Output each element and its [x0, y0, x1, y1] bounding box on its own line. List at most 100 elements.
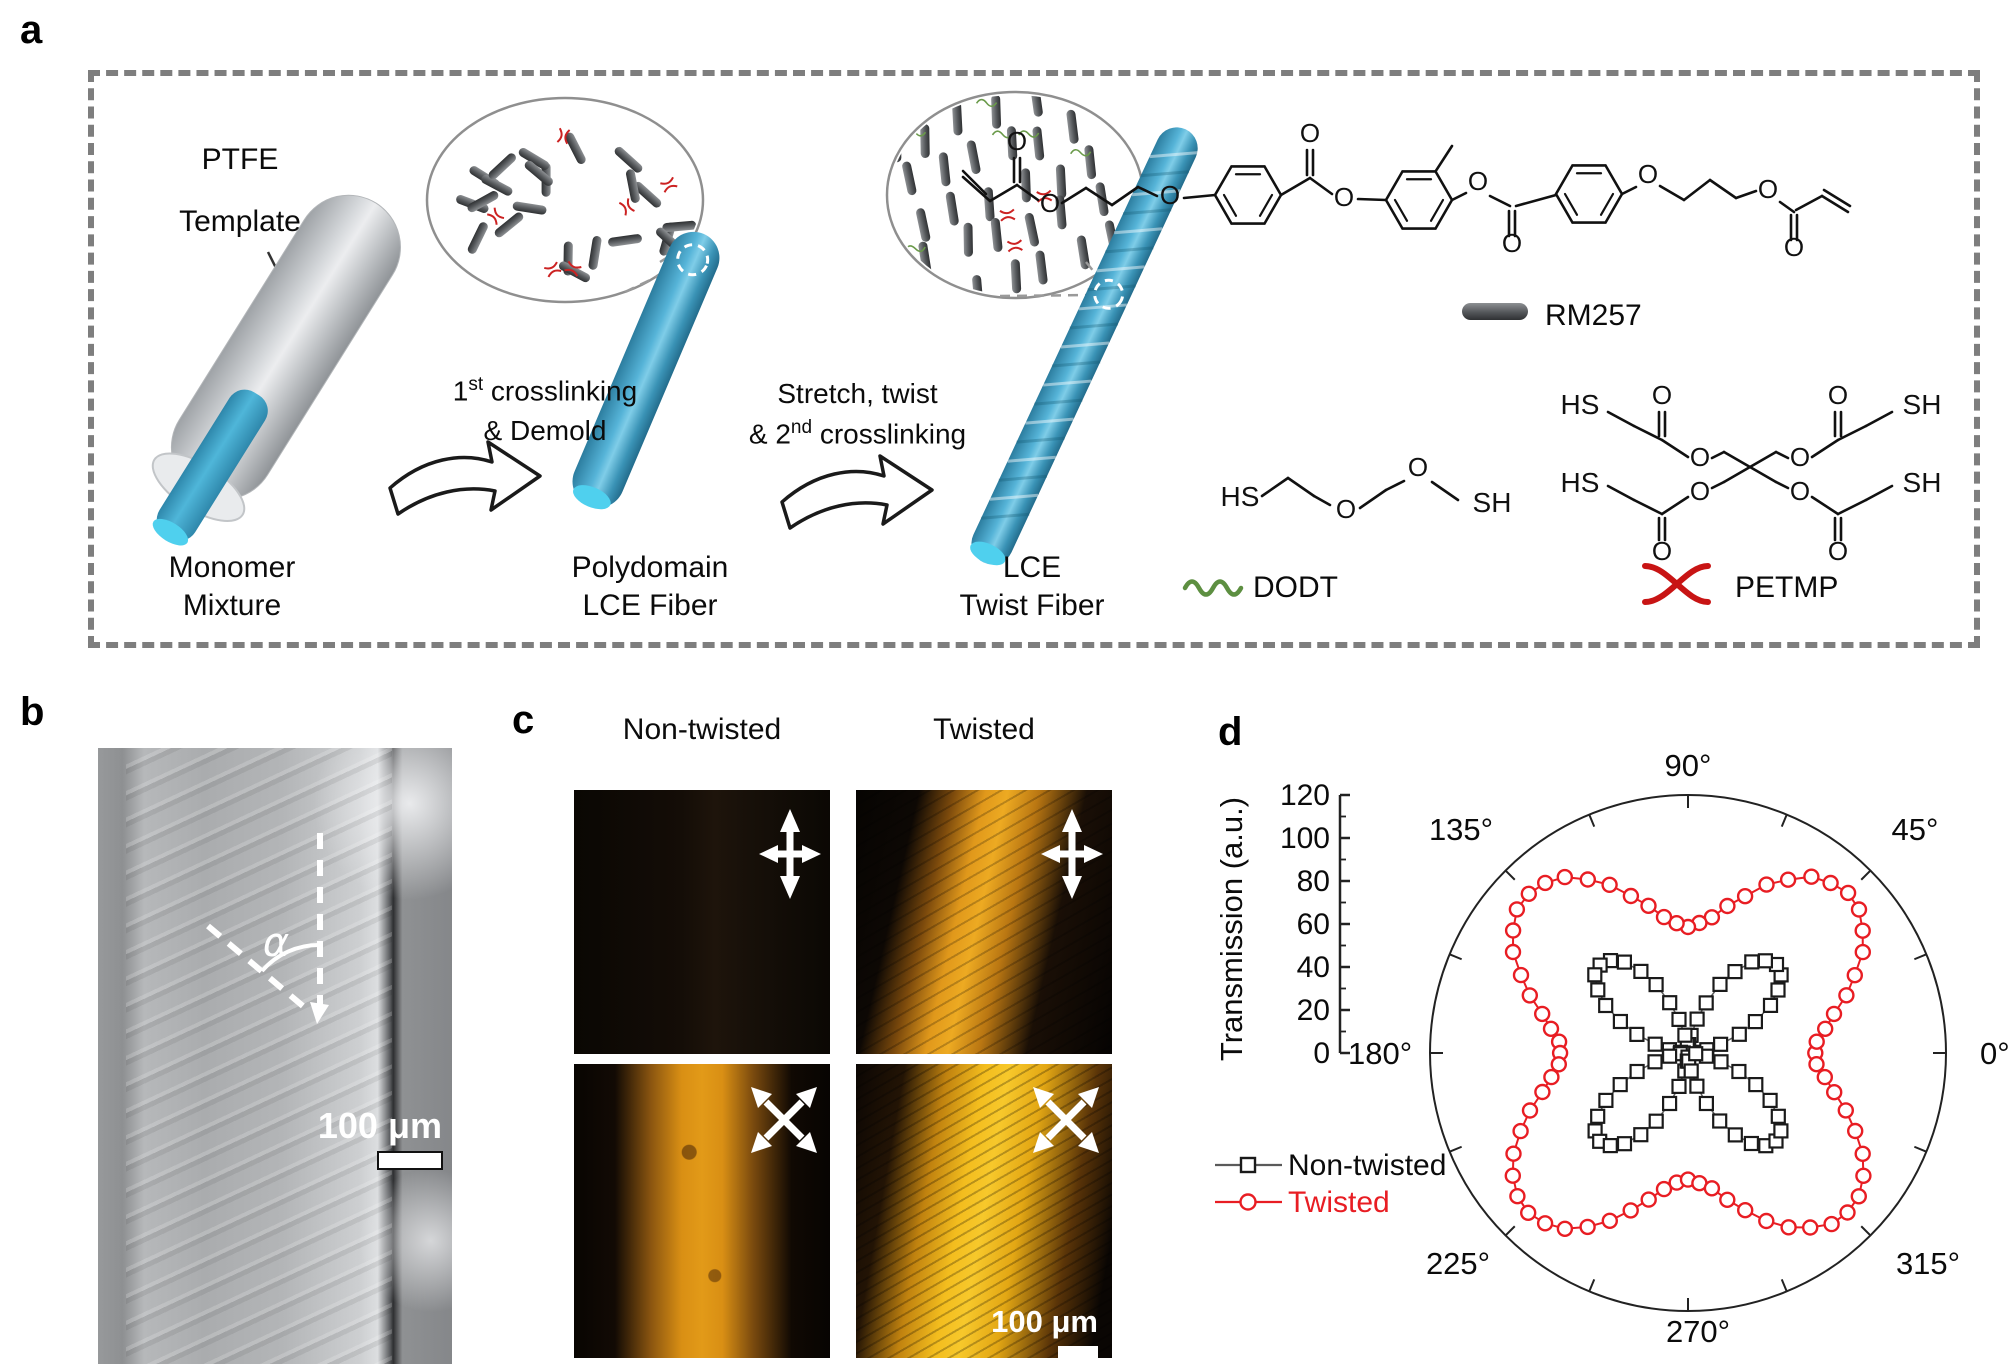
dodt-link-mark: [1018, 130, 1040, 138]
pom-scalebar: [1058, 1346, 1098, 1358]
polar-angle-tick: [1504, 869, 1516, 881]
polar-marker-circle: [1826, 1084, 1843, 1101]
angle-label: 225°: [1426, 1246, 1490, 1281]
step2-post: crosslinking: [812, 418, 967, 450]
polar-marker-square: [1698, 1095, 1715, 1112]
mesogen-rod: [1066, 109, 1079, 144]
polar-marker-square: [1747, 1014, 1764, 1030]
polar-marker-square: [1748, 1077, 1764, 1093]
mesogen-rod: [983, 187, 995, 222]
polar-marker-square: [1727, 1127, 1743, 1143]
polar-marker-circle: [1825, 1005, 1843, 1023]
atom-label: O: [1007, 126, 1027, 156]
sem-annotations: α 100 μm: [206, 833, 443, 1170]
step1-label-line1: 1st crosslinking: [420, 374, 670, 408]
polar-marker-square: [1689, 1078, 1705, 1094]
mesogen-rod: [1032, 126, 1045, 161]
polydomain-fiber: [572, 231, 720, 510]
radial-tick-label: 0: [1313, 1037, 1330, 1070]
pom-non-twisted-crossed: [574, 1064, 830, 1358]
polar-marker-square: [1629, 1026, 1645, 1042]
crosslink-mark: [487, 207, 505, 225]
atom-label: O: [1758, 174, 1778, 204]
mesogen-rod: [494, 212, 524, 238]
polar-marker-square: [1616, 954, 1632, 970]
dodt-link-mark: [991, 130, 1014, 139]
polar-marker-circle: [1534, 1005, 1551, 1023]
atom-label: O: [1790, 476, 1810, 506]
aligned-mesogens: [891, 95, 1120, 295]
polydomain-label-line2: LCE Fiber: [582, 589, 718, 622]
polar-marker-square: [1743, 1135, 1760, 1152]
atom-label: O: [1690, 442, 1710, 472]
crosslink-mark: [999, 208, 1016, 222]
alpha-symbol: α: [263, 920, 289, 966]
atom-label: O: [1408, 452, 1428, 482]
polar-marker-square: [1587, 967, 1603, 983]
step1-post: crosslinking: [483, 375, 638, 407]
col-header-non-twisted: Non-twisted: [622, 713, 782, 746]
monomer-core: [156, 389, 268, 541]
polar-marker-circle: [1622, 887, 1640, 905]
dodt-link-mark: [1069, 148, 1092, 157]
monomer-core-cap: [152, 518, 189, 546]
dodt-link-mark: [975, 98, 998, 108]
polar-marker-circle: [1512, 966, 1530, 984]
mesogen-rod: [1035, 250, 1048, 285]
polar-marker-circle: [1534, 1083, 1551, 1101]
legend-marker-square: [1239, 1156, 1257, 1174]
polar-marker-square: [1757, 953, 1774, 969]
atom-label: O: [1468, 166, 1488, 196]
polar-marker-square: [1602, 1138, 1618, 1154]
radial-tick-label: 40: [1297, 951, 1330, 984]
polar-marker-circle: [1520, 1204, 1537, 1221]
mesogen-rod: [1021, 168, 1031, 203]
mesogen-rod: [626, 169, 640, 203]
atom-label: O: [1784, 232, 1804, 262]
atom-label: O: [1502, 228, 1522, 258]
angle-label: 180°: [1348, 1036, 1412, 1071]
mesogen-rod: [565, 132, 586, 164]
polydomain-fiber-cap: [573, 485, 611, 510]
polar-angle-tick: [1449, 953, 1463, 961]
polar-marker-circle: [1808, 1033, 1825, 1050]
polarizer-plus-icon: [759, 809, 821, 899]
pom-scalebar-text: 100 μm: [991, 1304, 1098, 1339]
atom-label: O: [1638, 159, 1658, 189]
polar-marker-circle: [1537, 874, 1554, 892]
polar-marker-circle: [1504, 1167, 1521, 1184]
polar-marker-circle: [1839, 1204, 1856, 1221]
polar-marker-circle: [1847, 1122, 1864, 1140]
callout-target-circle-1: [676, 243, 710, 277]
mesogen-rod: [991, 95, 1002, 129]
polar-marker-circle: [1817, 1020, 1834, 1037]
polar-marker-square: [1647, 1036, 1663, 1052]
col-header-twisted: Twisted: [933, 713, 1035, 746]
polar-marker-circle: [1655, 1180, 1673, 1198]
polar-angle-tick: [1588, 1278, 1596, 1292]
mesogen-rod: [920, 123, 930, 158]
callout-target-circle-2: [1093, 278, 1125, 310]
radial-tick-label: 80: [1297, 865, 1330, 898]
crosslink-mark: [1006, 239, 1023, 253]
step1-sup: st: [468, 374, 484, 395]
polar-marker-circle: [1846, 967, 1863, 984]
polar-marker-circle: [1504, 922, 1522, 939]
polar-marker-square: [1662, 995, 1678, 1011]
polar-marker-circle: [1622, 1202, 1639, 1219]
mesogen-rod: [902, 161, 917, 196]
dodt-label: DODT: [1253, 571, 1338, 604]
polar-angle-tick: [1588, 814, 1596, 828]
ptfe-template-cylinder: [151, 194, 401, 546]
atom-label: HS: [1221, 481, 1260, 512]
dodt-structure: HS O O SH: [1221, 452, 1512, 524]
radial-tick-label: 60: [1297, 908, 1330, 941]
petmp-crosslink-icon: [1642, 563, 1711, 605]
helix-dashed-line: [206, 923, 312, 1015]
polar-marker-square: [1616, 1136, 1633, 1152]
angle-label: 270°: [1666, 1314, 1730, 1349]
mesogen-rod: [990, 217, 1003, 252]
polar-marker-circle: [1837, 1102, 1854, 1119]
polar-marker-circle: [1521, 987, 1538, 1004]
